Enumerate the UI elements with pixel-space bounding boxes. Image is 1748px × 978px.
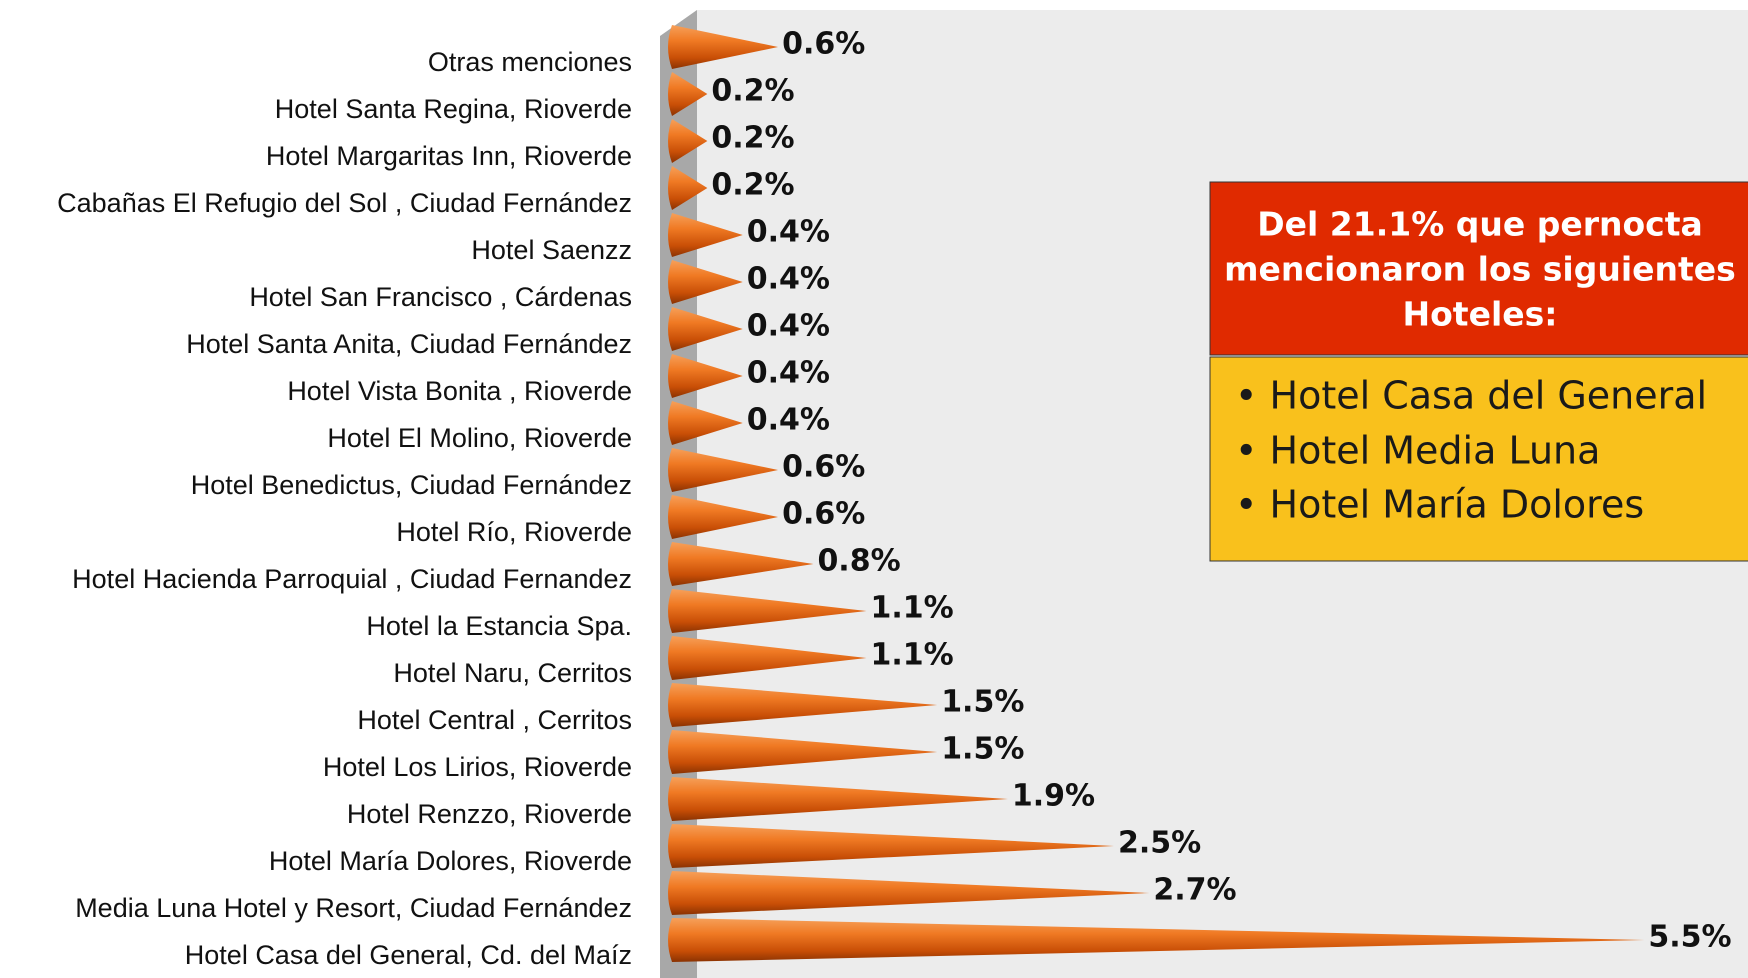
cone: [668, 307, 743, 351]
category-label: Hotel Central , Cerritos: [357, 705, 632, 735]
category-label: Hotel Santa Regina, Rioverde: [275, 94, 632, 124]
value-label: 1.1%: [870, 591, 953, 626]
value-label: 1.9%: [1012, 779, 1095, 814]
callout-item: • Hotel María Dolores: [1235, 483, 1644, 527]
cone: [668, 589, 867, 633]
category-label: Media Luna Hotel y Resort, Ciudad Fernán…: [75, 893, 632, 923]
cone: [668, 354, 743, 398]
category-label: Hotel Naru, Cerritos: [393, 658, 632, 688]
value-label: 0.2%: [711, 168, 794, 203]
category-label: Hotel Hacienda Parroquial , Ciudad Ferna…: [72, 564, 632, 594]
callout-item: • Hotel Casa del General: [1235, 374, 1707, 418]
value-label: 0.6%: [782, 27, 865, 62]
cone: [668, 213, 743, 257]
cone: [668, 401, 743, 445]
callout-title-box: [1209, 181, 1748, 356]
cone: [668, 495, 779, 539]
category-label: Hotel Renzzo, Rioverde: [347, 799, 632, 829]
value-label: 5.5%: [1648, 920, 1731, 955]
value-label: 1.5%: [941, 732, 1024, 767]
cone: [668, 25, 779, 69]
value-label: 0.4%: [747, 262, 830, 297]
cone: [668, 72, 708, 116]
category-label: Otras menciones: [428, 47, 632, 77]
category-label: Hotel Saenzz: [471, 235, 632, 265]
category-label: Hotel Santa Anita, Ciudad Fernández: [186, 329, 632, 359]
value-label: 0.2%: [711, 121, 794, 156]
value-label: 0.4%: [747, 356, 830, 391]
value-label: 0.2%: [711, 74, 794, 109]
value-label: 0.6%: [782, 450, 865, 485]
category-label: Hotel Vista Bonita , Rioverde: [287, 376, 632, 406]
category-label: Hotel Margaritas Inn, Rioverde: [266, 141, 632, 171]
value-label: 1.1%: [870, 638, 953, 673]
cone: [668, 166, 708, 210]
category-label: Hotel Benedictus, Ciudad Fernández: [191, 470, 632, 500]
cone: [668, 918, 1645, 962]
cone: [668, 636, 867, 680]
cone: [668, 824, 1114, 868]
cone: [668, 448, 779, 492]
value-label: 2.5%: [1118, 826, 1201, 861]
value-label: 1.5%: [941, 685, 1024, 720]
category-label: Hotel Casa del General, Cd. del Maíz: [185, 940, 632, 970]
value-label: 0.4%: [747, 309, 830, 344]
cone: [668, 871, 1150, 915]
value-label: 0.4%: [747, 403, 830, 438]
cone: [668, 542, 814, 586]
category-label: Hotel la Estancia Spa.: [366, 611, 632, 641]
callout-title: Hoteles:: [1403, 295, 1558, 334]
cone: [668, 119, 708, 163]
category-label: Hotel Los Lirios, Rioverde: [323, 752, 632, 782]
cone: [668, 260, 743, 304]
callout-item: • Hotel Media Luna: [1235, 429, 1600, 473]
value-label: 0.6%: [782, 497, 865, 532]
callout-title: Del 21.1% que pernocta: [1257, 205, 1703, 244]
category-label: Hotel El Molino, Rioverde: [327, 423, 632, 453]
value-label: 0.8%: [817, 544, 900, 579]
cone: [668, 777, 1008, 821]
category-label: Hotel María Dolores, Rioverde: [269, 846, 632, 876]
category-label: Hotel Río, Rioverde: [396, 517, 632, 547]
category-label: Hotel San Francisco , Cárdenas: [249, 282, 632, 312]
callout-items-box: [1209, 356, 1748, 562]
value-label: 0.4%: [747, 215, 830, 250]
callout-title: mencionaron los siguientes: [1224, 250, 1736, 289]
cone: [668, 683, 938, 727]
category-label: Cabañas El Refugio del Sol , Ciudad Fern…: [57, 188, 632, 218]
cone: [668, 730, 938, 774]
value-label: 2.7%: [1153, 873, 1236, 908]
